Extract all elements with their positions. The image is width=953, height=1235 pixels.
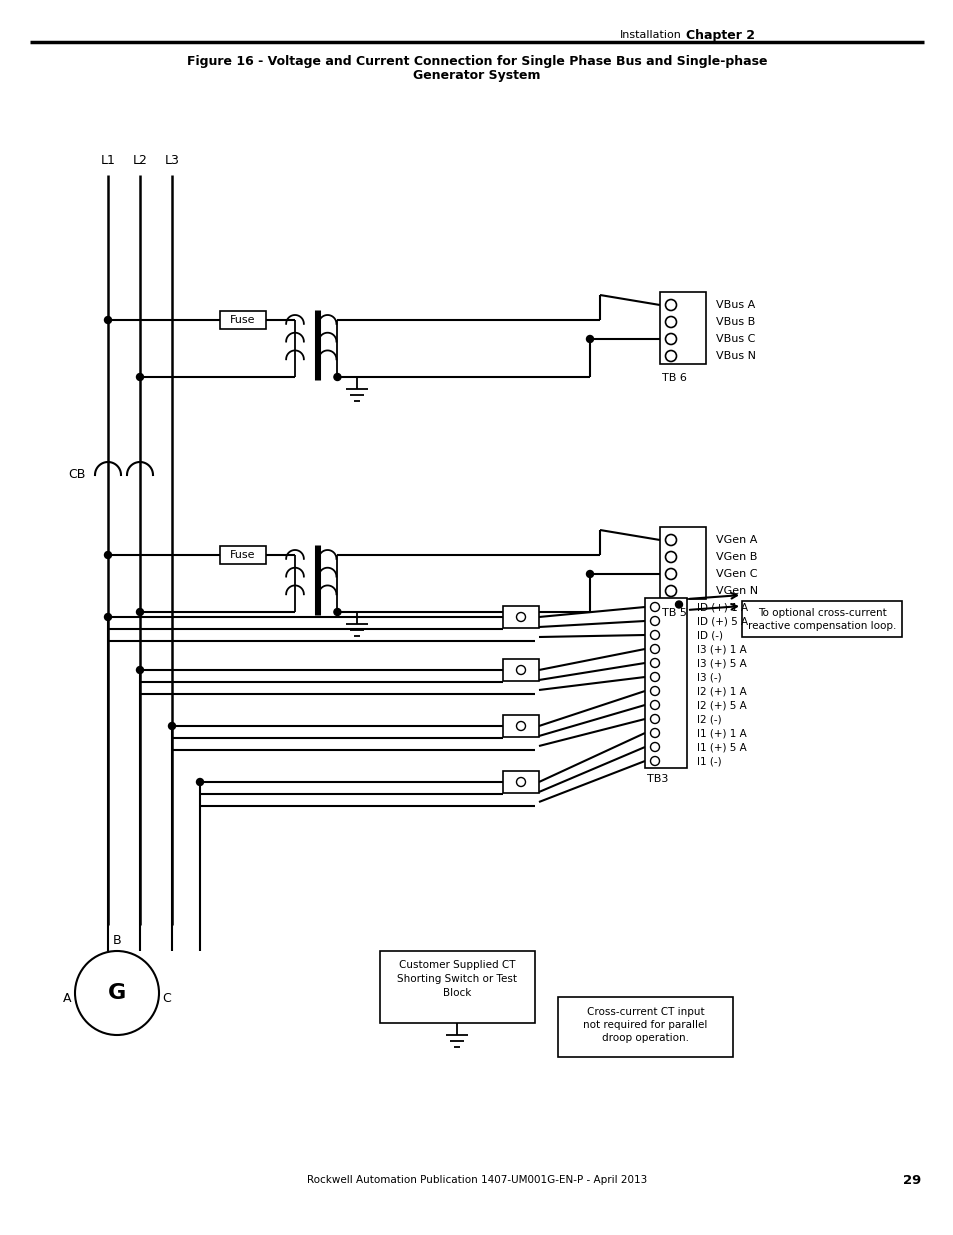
Bar	[659, 291, 705, 364]
Text: I2 (+) 1 A: I2 (+) 1 A	[697, 685, 746, 697]
Circle shape	[105, 316, 112, 324]
Text: L1: L1	[100, 153, 115, 167]
Text: VBus C: VBus C	[716, 333, 755, 345]
Circle shape	[586, 571, 593, 578]
Text: not required for parallel: not required for parallel	[582, 1020, 707, 1030]
Circle shape	[516, 613, 525, 621]
Circle shape	[75, 951, 159, 1035]
Circle shape	[169, 722, 175, 730]
Bar	[502, 715, 538, 737]
Circle shape	[665, 535, 676, 546]
Text: Generator System: Generator System	[413, 68, 540, 82]
Text: Customer Supplied CT: Customer Supplied CT	[399, 960, 516, 969]
Circle shape	[665, 568, 676, 579]
Text: I3 (-): I3 (-)	[697, 672, 720, 682]
Text: Cross-current CT input: Cross-current CT input	[586, 1007, 703, 1016]
Text: ID (+) 5 A: ID (+) 5 A	[697, 616, 747, 626]
Text: ID (-): ID (-)	[697, 630, 722, 640]
Circle shape	[650, 729, 659, 737]
Circle shape	[516, 778, 525, 787]
Text: VBus B: VBus B	[716, 317, 755, 327]
Circle shape	[650, 658, 659, 667]
Bar	[741, 601, 901, 637]
Text: VGen A: VGen A	[716, 535, 757, 545]
Text: VGen B: VGen B	[716, 552, 757, 562]
Text: droop operation.: droop operation.	[601, 1032, 688, 1044]
Circle shape	[516, 666, 525, 674]
Circle shape	[650, 645, 659, 653]
Circle shape	[650, 742, 659, 752]
Text: C: C	[162, 992, 172, 1004]
Bar	[220, 546, 266, 564]
Text: VBus A: VBus A	[716, 300, 755, 310]
Text: Rockwell Automation Publication 1407-UM001G-EN-P - April 2013: Rockwell Automation Publication 1407-UM0…	[307, 1174, 646, 1186]
Circle shape	[650, 715, 659, 724]
Text: Fuse: Fuse	[230, 315, 255, 325]
Circle shape	[665, 300, 676, 310]
Bar	[502, 771, 538, 793]
Circle shape	[665, 552, 676, 562]
Circle shape	[334, 373, 340, 380]
Text: Shorting Switch or Test: Shorting Switch or Test	[397, 974, 517, 984]
Text: TB 5: TB 5	[661, 608, 686, 618]
Bar	[659, 527, 705, 599]
Circle shape	[650, 603, 659, 611]
Circle shape	[650, 700, 659, 709]
Text: I3 (+) 5 A: I3 (+) 5 A	[697, 658, 746, 668]
Circle shape	[650, 673, 659, 682]
Text: 29: 29	[902, 1173, 921, 1187]
Text: I1 (+) 5 A: I1 (+) 5 A	[697, 742, 746, 752]
Text: Installation: Installation	[619, 30, 681, 40]
Bar	[502, 659, 538, 680]
Circle shape	[665, 351, 676, 362]
Circle shape	[675, 601, 681, 608]
Bar	[502, 606, 538, 629]
Circle shape	[650, 631, 659, 640]
Circle shape	[516, 721, 525, 730]
Text: L3: L3	[164, 153, 179, 167]
Text: Fuse: Fuse	[230, 550, 255, 559]
Text: VGen C: VGen C	[716, 569, 757, 579]
Text: VGen N: VGen N	[716, 585, 758, 597]
Circle shape	[105, 614, 112, 620]
Circle shape	[586, 336, 593, 342]
Circle shape	[650, 687, 659, 695]
Circle shape	[650, 616, 659, 625]
Bar	[220, 311, 266, 329]
Text: I3 (+) 1 A: I3 (+) 1 A	[697, 643, 746, 655]
Text: L2: L2	[132, 153, 148, 167]
Circle shape	[665, 316, 676, 327]
Circle shape	[334, 609, 340, 615]
Text: I1 (-): I1 (-)	[697, 756, 720, 766]
Circle shape	[136, 373, 143, 380]
Circle shape	[665, 585, 676, 597]
Bar	[558, 997, 732, 1057]
Text: I1 (+) 1 A: I1 (+) 1 A	[697, 727, 746, 739]
Text: I2 (-): I2 (-)	[697, 714, 720, 724]
Text: Chapter 2: Chapter 2	[685, 28, 754, 42]
Circle shape	[105, 552, 112, 558]
Text: TB3: TB3	[646, 774, 668, 784]
Text: Block: Block	[443, 988, 471, 998]
Text: reactive compensation loop.: reactive compensation loop.	[747, 621, 895, 631]
Bar	[644, 598, 686, 768]
Text: To optional cross-current: To optional cross-current	[757, 608, 885, 618]
Text: I2 (+) 5 A: I2 (+) 5 A	[697, 700, 746, 710]
Circle shape	[136, 609, 143, 615]
Circle shape	[136, 667, 143, 673]
Circle shape	[196, 778, 203, 785]
Bar	[379, 951, 535, 1023]
Text: Figure 16 - Voltage and Current Connection for Single Phase Bus and Single-phase: Figure 16 - Voltage and Current Connecti…	[187, 56, 766, 68]
Circle shape	[665, 333, 676, 345]
Text: ID (+) 1 A: ID (+) 1 A	[697, 601, 747, 613]
Text: VBus N: VBus N	[716, 351, 755, 361]
Circle shape	[650, 757, 659, 766]
Text: CB: CB	[68, 468, 85, 482]
Text: G: G	[108, 983, 126, 1003]
Text: A: A	[63, 992, 71, 1004]
Text: B: B	[112, 935, 121, 947]
Text: TB 6: TB 6	[661, 373, 686, 383]
